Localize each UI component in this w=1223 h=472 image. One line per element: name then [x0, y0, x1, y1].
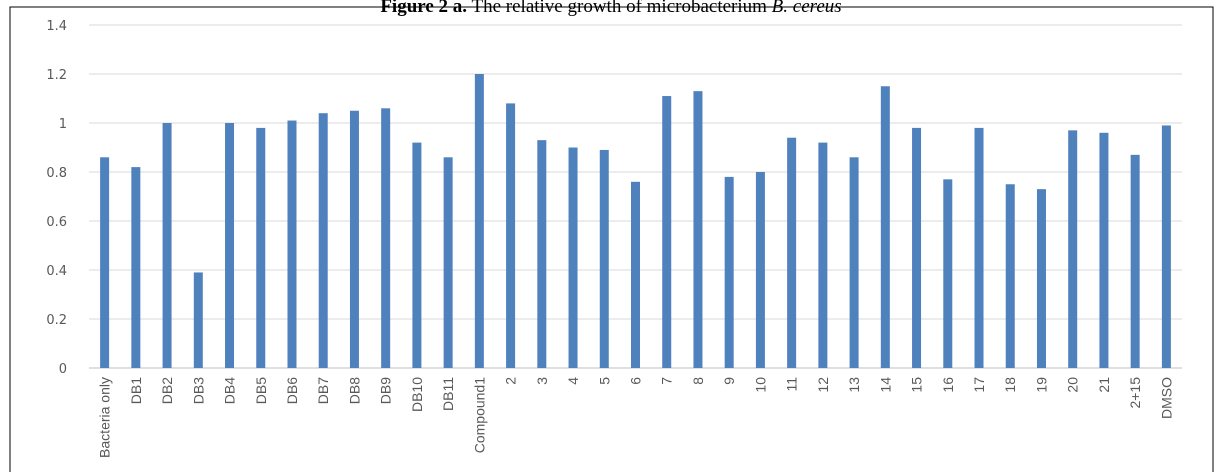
x-tick-label: DB1 — [128, 377, 144, 404]
x-tick-label: Bacteria only — [97, 377, 113, 458]
x-tick-label: 2 — [503, 377, 519, 385]
title-label: Figure 2 a. — [380, 0, 467, 17]
x-tick-label: 3 — [534, 377, 550, 385]
bar — [537, 140, 547, 368]
y-tick-label: 0.6 — [46, 215, 67, 230]
x-tick-label: 15 — [909, 377, 925, 393]
x-tick-label: 7 — [659, 377, 675, 385]
x-tick-label: 14 — [877, 377, 893, 393]
x-tick-label: DMSO — [1158, 377, 1174, 419]
x-tick-label: DB9 — [378, 377, 394, 404]
bar — [1068, 130, 1078, 368]
x-tick-label: 12 — [815, 377, 831, 393]
bar — [506, 103, 516, 369]
x-tick-label: 8 — [690, 377, 706, 385]
bar — [256, 127, 266, 369]
bar — [631, 181, 640, 368]
bar — [1161, 125, 1171, 368]
bar — [724, 176, 734, 368]
bar — [568, 147, 578, 368]
x-tick-label: 18 — [1002, 377, 1018, 393]
x-tick-label: 9 — [721, 377, 737, 385]
bar — [443, 157, 453, 368]
x-tick-label: DB10 — [409, 377, 425, 412]
x-tick-label: DB2 — [159, 377, 175, 404]
x-tick-label: DB11 — [440, 377, 456, 411]
y-tick-label: 1.4 — [46, 19, 67, 34]
y-tick-label: 1.2 — [46, 68, 67, 83]
x-tick-label: 2+15 — [1127, 377, 1143, 409]
bar — [1005, 184, 1015, 368]
x-tick-label: 10 — [752, 377, 768, 393]
x-tick-label: 20 — [1065, 377, 1081, 393]
title-species: B. cereus — [772, 0, 842, 17]
bar — [880, 86, 890, 368]
bar — [100, 157, 110, 368]
x-tick-label: 17 — [971, 377, 987, 393]
bar — [974, 127, 984, 369]
bar — [1130, 154, 1140, 368]
x-tick-label: 11 — [784, 377, 800, 392]
bar — [943, 179, 953, 368]
bar — [412, 142, 422, 368]
bar — [849, 157, 859, 368]
x-tick-label: DB7 — [315, 377, 331, 404]
bar — [787, 137, 797, 368]
bar — [755, 172, 765, 368]
y-tick-label: 0.4 — [46, 264, 67, 279]
bar — [287, 120, 297, 368]
x-tick-label: DB5 — [253, 377, 269, 404]
x-tick-label: 19 — [1033, 377, 1049, 393]
bar — [318, 113, 328, 368]
bar — [381, 108, 391, 369]
x-tick-label: 13 — [846, 377, 862, 393]
x-tick-label: DB3 — [190, 377, 206, 404]
x-tick-label: 16 — [940, 377, 956, 393]
bar — [162, 123, 172, 368]
bar — [474, 74, 484, 368]
bar — [818, 142, 828, 368]
x-tick-label: DB8 — [346, 377, 362, 404]
x-tick-label: 21 — [1096, 377, 1112, 393]
x-tick-label: DB6 — [284, 377, 300, 404]
y-tick-label: 1 — [59, 117, 67, 132]
bar — [1099, 132, 1109, 368]
bar — [912, 127, 922, 369]
bar — [193, 272, 203, 368]
x-tick-label: 6 — [628, 377, 644, 385]
title-text: The relative growth of microbacterium — [471, 0, 767, 17]
bar — [1036, 189, 1046, 368]
bar — [693, 91, 703, 369]
bar — [349, 110, 359, 368]
x-tick-label: 5 — [596, 377, 612, 385]
chart-title: Figure 2 a. The relative growth of micro… — [380, 0, 841, 17]
x-tick-label: Compound1 — [471, 377, 487, 453]
y-tick-label: 0.8 — [46, 166, 67, 181]
y-tick-label: 0.2 — [46, 313, 67, 328]
x-tick-label: DB4 — [222, 377, 238, 404]
x-tick-label: 4 — [565, 377, 581, 385]
bar — [599, 149, 609, 368]
bar — [662, 96, 672, 369]
y-tick-label: 0 — [59, 362, 67, 377]
bar — [131, 167, 141, 368]
bar — [225, 123, 235, 368]
